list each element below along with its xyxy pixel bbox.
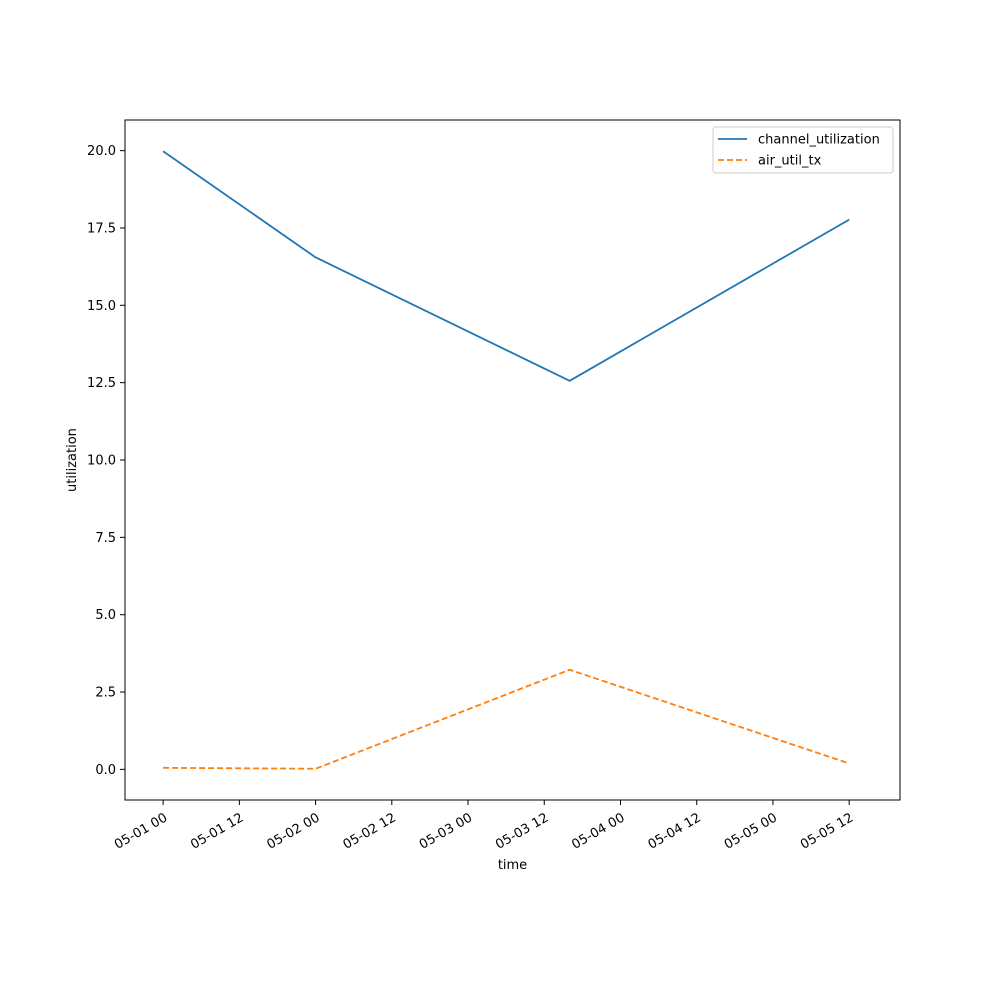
legend-label-air_util_tx: air_util_tx xyxy=(758,154,822,169)
y-tick-label: 5.0 xyxy=(95,608,116,623)
legend-box xyxy=(712,126,894,174)
legend: channel_utilization air_util_tx xyxy=(712,126,894,174)
y-axis: 0.0 2.5 5.0 7.5 10.0 12.5 15.0 17.5 20.0 xyxy=(87,144,125,778)
series-line-air_util_tx xyxy=(163,668,850,770)
y-tick-label: 17.5 xyxy=(87,221,116,236)
y-tick-label: 15.0 xyxy=(87,299,116,314)
x-axis-label: time xyxy=(498,858,527,873)
plot-frame xyxy=(124,119,901,801)
y-tick-label: 7.5 xyxy=(95,531,116,546)
legend-label-channel_utilization: channel_utilization xyxy=(758,133,880,148)
y-tick-label: 0.0 xyxy=(95,763,116,778)
y-tick-label: 10.0 xyxy=(87,454,116,469)
y-tick-label: 12.5 xyxy=(87,376,116,391)
y-tick-label: 20.0 xyxy=(87,144,116,159)
plot-area xyxy=(125,120,900,800)
series-layer xyxy=(162,150,850,770)
series-line-channel_utilization xyxy=(162,150,850,382)
y-tick-label: 2.5 xyxy=(95,686,116,701)
y-axis-label: utilization xyxy=(65,428,80,492)
